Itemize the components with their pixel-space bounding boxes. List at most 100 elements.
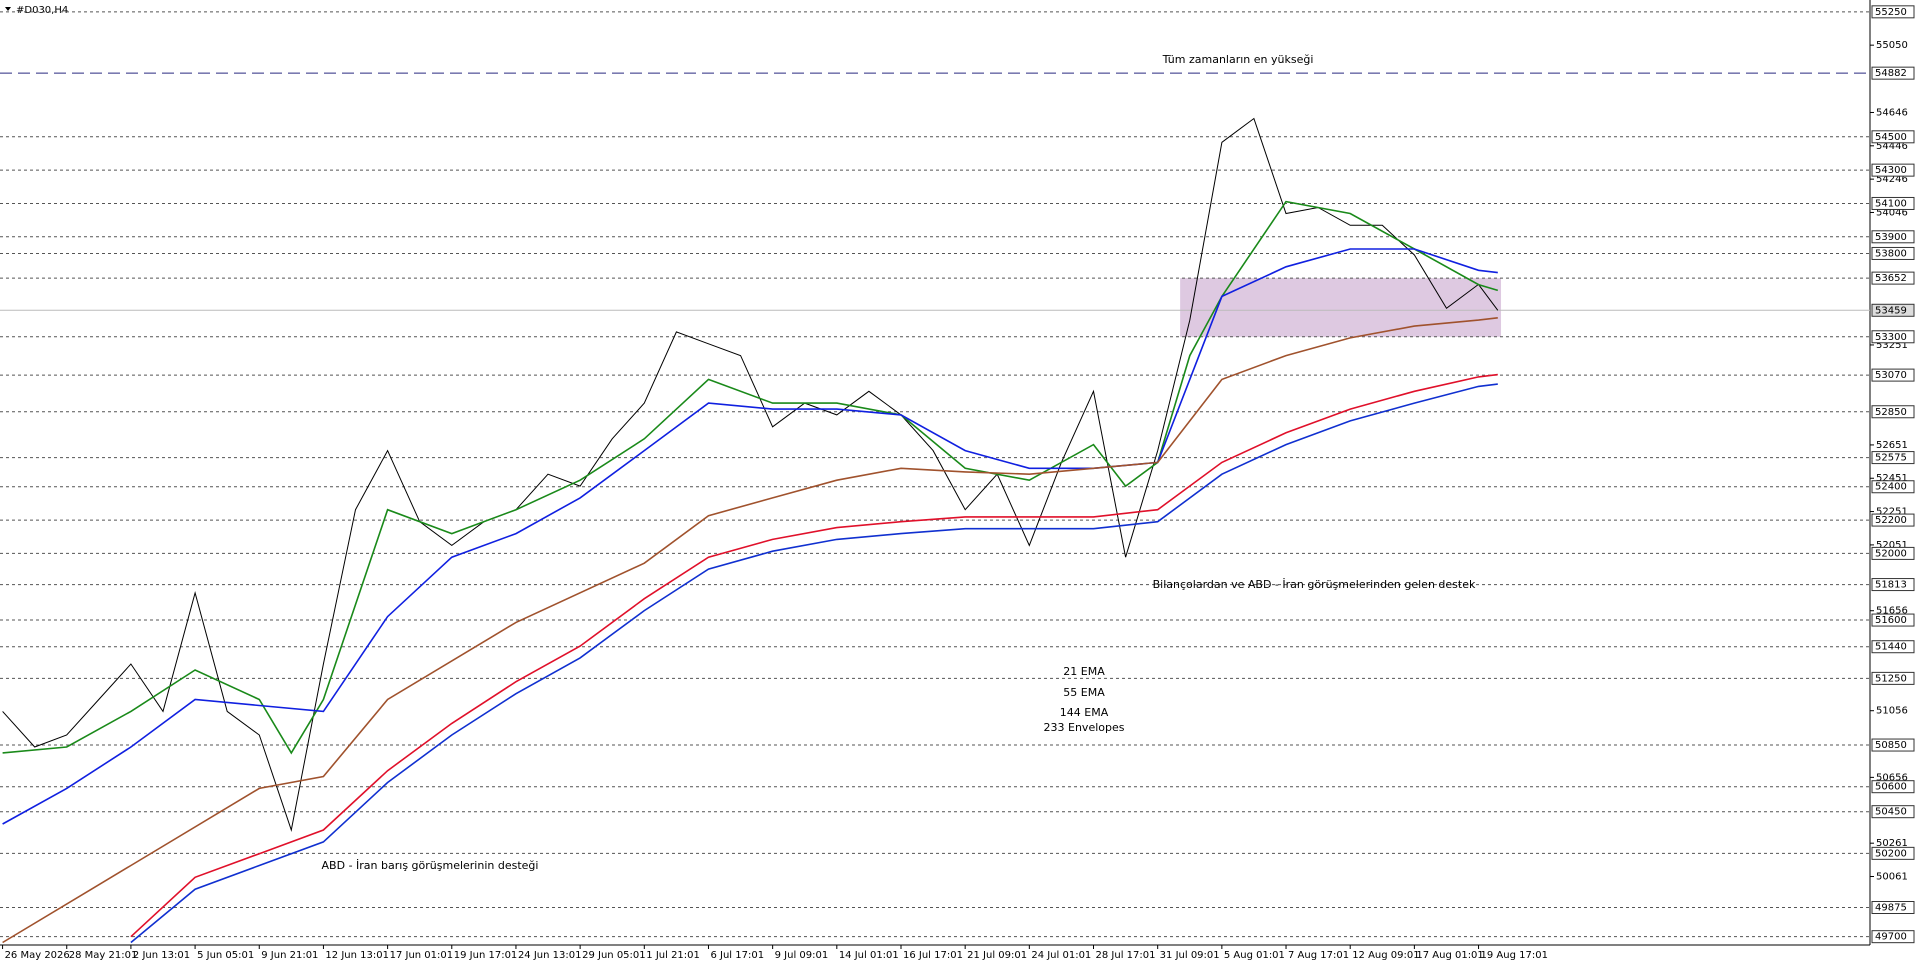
level-line-label: 50600 <box>1875 782 1907 793</box>
level-line-box <box>1871 805 1915 819</box>
level-line-box <box>1871 271 1915 285</box>
level-line-label: 50200 <box>1875 848 1907 859</box>
level-line-box <box>1871 163 1915 177</box>
x-tick-label: 7 Aug 17:01 <box>1288 950 1349 961</box>
current-line-label: 53459 <box>1875 305 1907 316</box>
level-line-box <box>1871 451 1915 465</box>
high-line-box <box>1871 66 1915 80</box>
level-line-box <box>1871 613 1915 627</box>
x-tick-label: 24 Jul 01:01 <box>1031 950 1091 961</box>
level-line-label: 52575 <box>1875 453 1907 464</box>
x-tick-label: 28 Jul 17:01 <box>1096 950 1156 961</box>
level-line-box <box>1871 230 1915 244</box>
level-line-label: 51440 <box>1875 642 1907 653</box>
x-tick-label: 26 May 2026 <box>5 950 70 961</box>
y-tick-label: 54446 <box>1876 141 1908 152</box>
x-tick-label: 6 Jul 17:01 <box>710 950 764 961</box>
x-tick-label: 28 May 21:01 <box>69 950 138 961</box>
y-tick-label: 54646 <box>1876 107 1908 118</box>
level-line-label: 53652 <box>1875 273 1907 284</box>
y-tick-label: 52651 <box>1876 440 1908 451</box>
y-tick-label: 51056 <box>1876 706 1908 717</box>
y-tick-label: 54046 <box>1876 207 1908 218</box>
series-line <box>130 383 1498 944</box>
level-line-label: 52000 <box>1875 548 1907 559</box>
level-line-box <box>1871 405 1915 419</box>
level-line-box <box>1871 640 1915 654</box>
level-line-label: 53070 <box>1875 370 1907 381</box>
series-line <box>2 117 1499 832</box>
level-line-box <box>1871 930 1915 944</box>
x-tick-label: 17 Aug 01:01 <box>1416 950 1483 961</box>
x-tick-label: 2 Jun 13:01 <box>133 950 190 961</box>
level-line-label: 49875 <box>1875 903 1907 914</box>
series-line <box>2 317 1498 944</box>
level-line-box <box>1871 480 1915 494</box>
level-line-label: 53900 <box>1875 232 1907 243</box>
x-tick-label: 12 Aug 09:01 <box>1352 950 1419 961</box>
legend-label: 21 EMA <box>1063 665 1105 678</box>
level-line-box <box>1871 578 1915 592</box>
level-line-label: 53300 <box>1875 332 1907 343</box>
level-line-box <box>1871 546 1915 560</box>
level-line-label: 51250 <box>1875 673 1907 684</box>
level-line-label: 52200 <box>1875 515 1907 526</box>
level-line-label: 50850 <box>1875 740 1907 751</box>
x-tick-label: 16 Jul 17:01 <box>903 950 963 961</box>
y-tick-label: 50061 <box>1876 872 1908 883</box>
x-tick-label: 14 Jul 01:01 <box>839 950 899 961</box>
x-tick-label: 5 Jun 05:01 <box>197 950 254 961</box>
level-line-label: 52400 <box>1875 482 1907 493</box>
x-tick-label: 21 Jul 09:01 <box>967 950 1027 961</box>
x-tick-label: 29 Jun 05:01 <box>582 950 646 961</box>
legend-label: 144 EMA <box>1060 706 1109 719</box>
y-tick-label: 52051 <box>1876 540 1908 551</box>
x-tick-label: 1 Jul 21:01 <box>646 950 700 961</box>
level-line-box <box>1871 330 1915 344</box>
level-line-label: 51600 <box>1875 615 1907 626</box>
y-tick-label: 52251 <box>1876 507 1908 518</box>
x-tick-label: 17 Jun 01:01 <box>390 950 454 961</box>
level-line-box <box>1871 901 1915 915</box>
level-line-box <box>1871 513 1915 527</box>
level-line-label: 50450 <box>1875 807 1907 818</box>
level-line-box <box>1871 130 1915 144</box>
y-tick-label: 51656 <box>1876 606 1908 617</box>
series-line <box>2 200 1499 755</box>
y-tick-label: 55050 <box>1876 40 1908 51</box>
level-line-box <box>1871 246 1915 260</box>
y-tick-label: 54246 <box>1876 174 1908 185</box>
menu-arrow[interactable] <box>5 7 11 11</box>
y-tick-label: 50261 <box>1876 838 1908 849</box>
series-line <box>130 373 1498 938</box>
level-line-box <box>1871 780 1915 794</box>
level-line-label: 53800 <box>1875 248 1907 259</box>
x-tick-label: 19 Aug 17:01 <box>1481 950 1548 961</box>
annotation: ABD - İran barış görüşmelerinin desteği <box>322 859 539 872</box>
x-tick-label: 19 Jun 17:01 <box>454 950 518 961</box>
x-tick-label: 9 Jun 21:01 <box>261 950 318 961</box>
level-line-label: 54300 <box>1875 165 1907 176</box>
annotation: Bilançolardan ve ABD - İran görüşmelerin… <box>1153 578 1476 591</box>
high-line-label: 54882 <box>1875 68 1907 79</box>
current-line-box <box>1871 303 1915 317</box>
x-tick-label: 9 Jul 09:01 <box>775 950 829 961</box>
y-tick-label: 53251 <box>1876 340 1908 351</box>
level-line-label: 55250 <box>1875 7 1907 18</box>
chart-title: #D030,H4 <box>16 5 68 16</box>
legend-label: 233 Envelopes <box>1044 721 1125 734</box>
x-tick-label: 24 Jun 13:01 <box>518 950 582 961</box>
level-line-label: 52850 <box>1875 407 1907 418</box>
series-line <box>2 248 1498 825</box>
level-line-box <box>1871 738 1915 752</box>
x-tick-label: 5 Aug 01:01 <box>1224 950 1285 961</box>
x-tick-label: 31 Jul 09:01 <box>1160 950 1220 961</box>
level-line-box <box>1871 846 1915 860</box>
y-tick-label: 52451 <box>1876 473 1908 484</box>
level-line-label: 54100 <box>1875 198 1907 209</box>
level-line-box <box>1871 671 1915 685</box>
level-line-label: 54500 <box>1875 132 1907 143</box>
level-line-box <box>1871 368 1915 382</box>
level-line-label: 51813 <box>1875 580 1907 591</box>
